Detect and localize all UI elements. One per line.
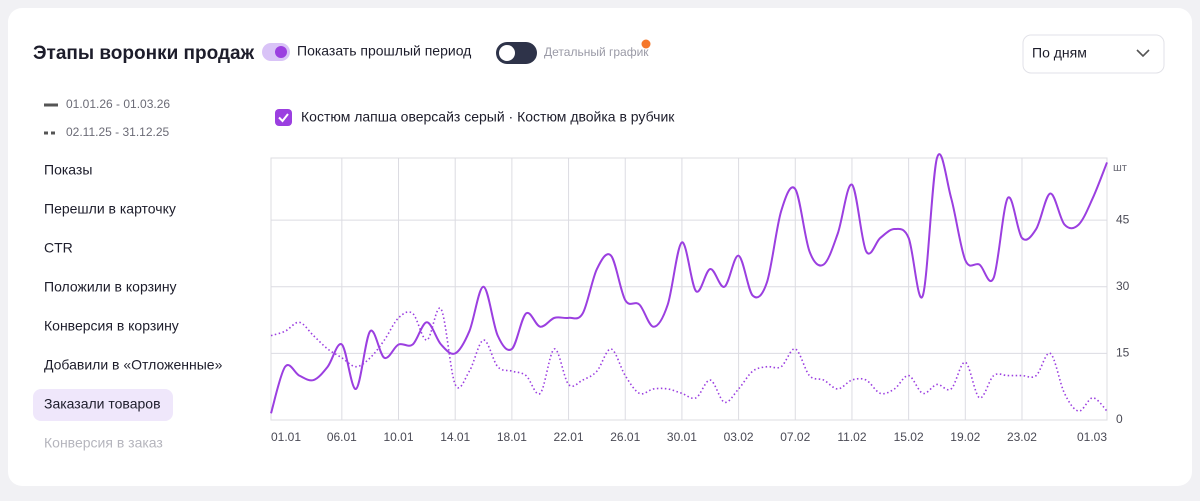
metric-item[interactable]: Перешли в карточку — [44, 201, 176, 217]
check-mark — [278, 113, 289, 123]
metric-item[interactable]: Заказали товаров — [44, 396, 161, 412]
chevron — [1136, 49, 1150, 58]
legend-label: 02.11.25 - 31.12.25 — [66, 125, 170, 139]
metric-item[interactable]: Добавили в «Отложенные» — [44, 357, 223, 373]
y-tick-label: 30 — [1116, 279, 1130, 293]
x-tick-label: 26.01 — [610, 430, 640, 444]
toggle-detail-label[interactable]: Детальный график — [544, 45, 649, 59]
x-tick-label: 22.01 — [554, 430, 584, 444]
x-tick-label: 18.01 — [497, 430, 527, 444]
metric-item[interactable]: Показы — [44, 162, 92, 178]
x-tick-label: 07.02 — [780, 430, 810, 444]
metric-item[interactable]: Положили в корзину — [44, 279, 177, 295]
period-select-label[interactable]: По дням — [1032, 45, 1087, 61]
toggle-knob — [499, 45, 515, 61]
toggle-prev-label[interactable]: Показать прошлый период — [297, 43, 471, 59]
product-filter[interactable]: Костюм лапша оверсайз серый · Костюм дво… — [301, 109, 675, 125]
y-tick-label: 15 — [1116, 346, 1130, 360]
metric-item[interactable]: Конверсия в заказ — [44, 435, 163, 451]
x-tick-label: 30.01 — [667, 430, 697, 444]
title: Этапы воронки продаж — [33, 43, 255, 64]
x-tick-label: 14.01 — [440, 430, 470, 444]
y-tick-label: 45 — [1116, 212, 1130, 226]
period-select[interactable] — [1022, 34, 1165, 74]
toggle-knob — [275, 46, 287, 58]
x-tick-label: 19.02 — [950, 430, 980, 444]
badge — [641, 39, 651, 49]
series-line — [270, 153, 1108, 414]
x-tick-label: 10.01 — [384, 430, 414, 444]
y-axis-label: шт — [1113, 162, 1127, 174]
metric-item[interactable]: CTR — [44, 240, 73, 256]
metric-item[interactable]: Конверсия в корзину — [44, 318, 179, 334]
checkbox[interactable] — [275, 109, 292, 126]
x-tick-label: 23.02 — [1007, 430, 1037, 444]
x-tick-label: 15.02 — [894, 430, 924, 444]
card — [8, 8, 1192, 486]
metric-selected-bg — [33, 389, 173, 421]
x-tick-label: 03.02 — [724, 430, 754, 444]
x-tick-label: 06.01 — [327, 430, 357, 444]
legend-label: 01.01.26 - 01.03.26 — [66, 97, 170, 111]
x-tick-label: 01.01 — [271, 430, 301, 444]
x-tick-label: 11.02 — [837, 430, 866, 444]
y-tick-label: 0 — [1116, 412, 1123, 426]
x-tick-label: 01.03 — [1077, 430, 1107, 444]
